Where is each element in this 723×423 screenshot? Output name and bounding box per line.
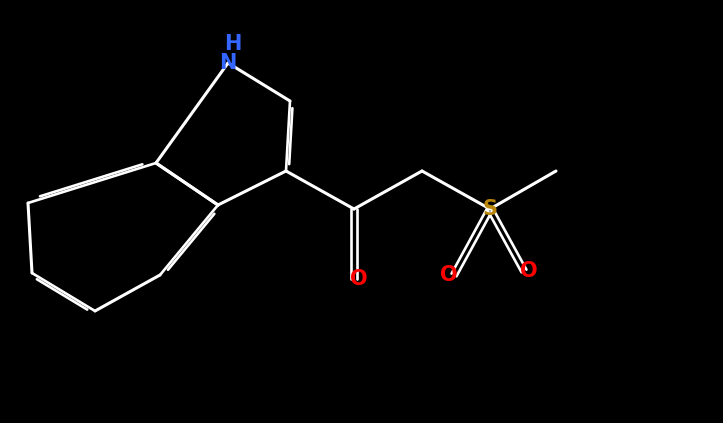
Text: O: O (520, 261, 538, 281)
Text: O: O (440, 265, 458, 285)
Text: O: O (350, 269, 368, 289)
Text: H: H (224, 34, 241, 54)
Text: S: S (482, 199, 497, 219)
Text: N: N (219, 53, 236, 73)
